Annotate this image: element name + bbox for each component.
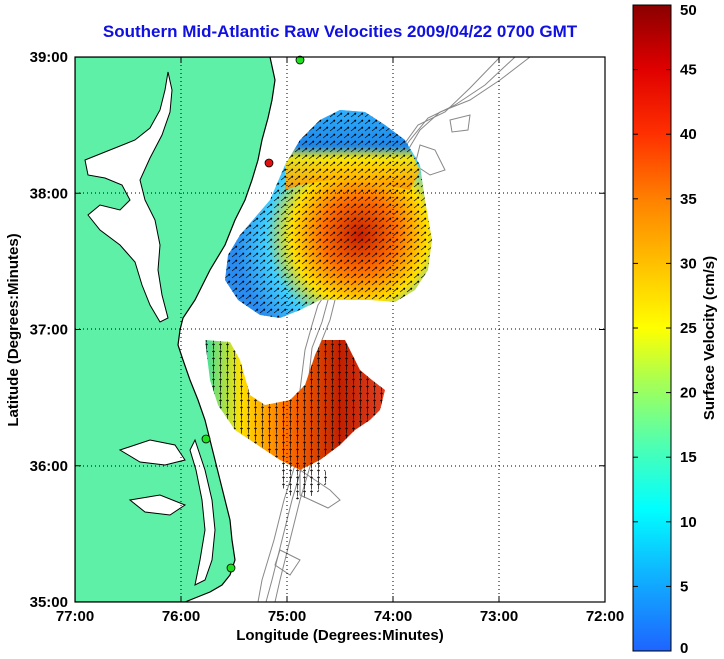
radar-stations (201, 55, 305, 573)
colorbar-tick-label: 35 (680, 191, 697, 208)
station-marker (201, 434, 211, 444)
colorbar-tick-label: 5 (680, 578, 688, 595)
y-axis: 39:00 38:00 37:00 36:00 35:00 (30, 49, 605, 611)
x-axis: 77:00 76:00 75:00 74:00 73:00 72:00 (56, 57, 624, 625)
x-tick-label: 74:00 (374, 608, 412, 625)
grid-lines (75, 57, 605, 602)
station-marker (295, 55, 305, 65)
y-tick-label: 38:00 (30, 185, 68, 202)
x-tick-label: 77:00 (56, 608, 94, 625)
station-marker (264, 158, 274, 168)
y-tick-label: 39:00 (30, 49, 68, 66)
colorbar-label: Surface Velocity (cm/s) (701, 256, 718, 420)
colorbar-tick-label: 15 (680, 449, 697, 466)
y-tick-label: 37:00 (30, 322, 68, 339)
y-tick-label: 35:00 (30, 594, 68, 611)
colorbar-tick-label: 30 (680, 255, 697, 272)
map-title: Southern Mid-Atlantic Raw Velocities 200… (102, 22, 578, 41)
x-tick-label: 72:00 (586, 608, 624, 625)
velocity-field-south (205, 340, 385, 500)
x-axis-label: Longitude (Degrees:Minutes) (236, 627, 444, 644)
colorbar-tick-label: 25 (680, 320, 697, 337)
y-tick-label: 36:00 (30, 458, 68, 475)
colorbar-tick-label: 50 (680, 2, 697, 19)
y-axis-label: Latitude (Degrees:Minutes) (5, 233, 22, 426)
x-tick-label: 73:00 (480, 608, 518, 625)
station-marker (226, 563, 236, 573)
colorbar-tick-label: 10 (680, 514, 697, 531)
x-tick-label: 75:00 (268, 608, 306, 625)
inland-water (84, 71, 216, 586)
velocity-field-north (225, 110, 432, 318)
colorbar (632, 4, 672, 652)
x-tick-label: 76:00 (162, 608, 200, 625)
colorbar-tick-label: 20 (680, 385, 697, 402)
colorbar-tick-label: 45 (680, 62, 697, 79)
colorbar-tick-label: 40 (680, 126, 697, 143)
colorbar-tick-label: 0 (680, 640, 688, 657)
